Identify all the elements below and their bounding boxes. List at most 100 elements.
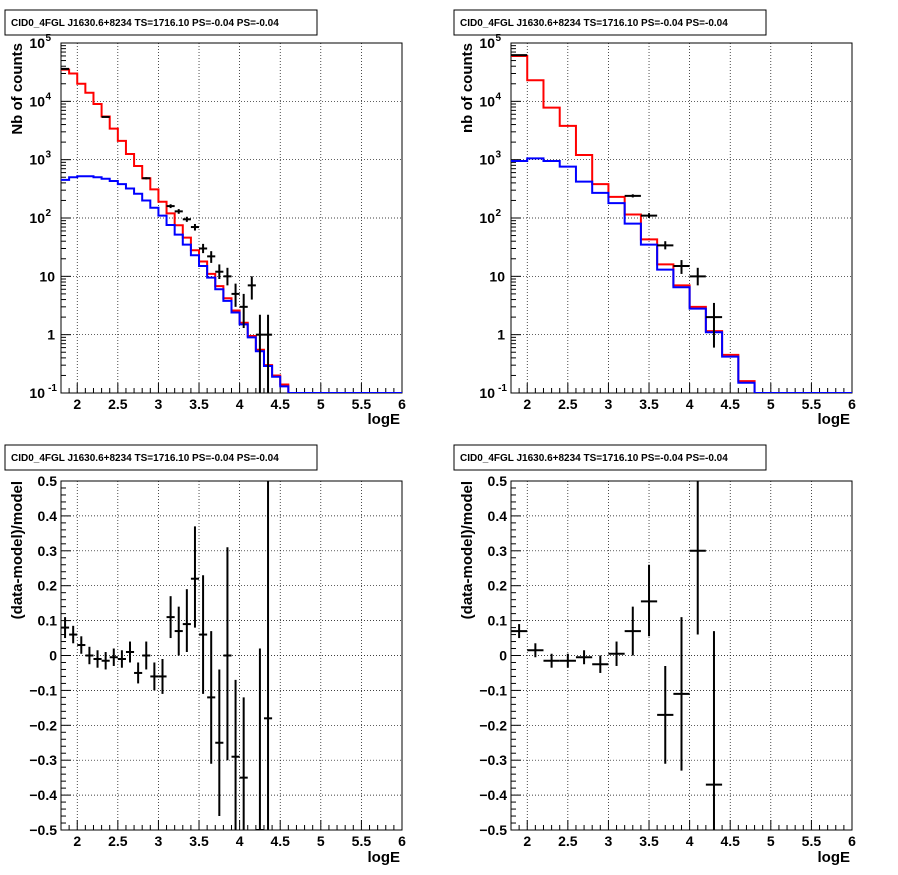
data-point: [77, 636, 86, 654]
y-tick-exponent: 2: [45, 208, 51, 219]
x-axis-label: logE: [818, 411, 851, 428]
x-tick-label: 4: [686, 396, 694, 412]
x-tick-label: 6: [848, 396, 856, 412]
chart-title: CID0_4FGL J1630.6+8234 TS=1716.10 PS=-0.…: [460, 453, 728, 464]
y-tick-label: 0.3: [488, 543, 508, 559]
panel-top-right: CID0_4FGL J1630.6+8234 TS=1716.10 PS=-0.…: [453, 9, 856, 428]
x-tick-label: 4.5: [720, 833, 740, 849]
data-point: [207, 631, 216, 764]
y-axis-label: Nb of counts: [9, 43, 26, 135]
data-point: [263, 314, 273, 393]
data-point: [223, 267, 232, 286]
y-tick-exponent: 5: [495, 33, 501, 44]
y-tick-label: 10: [39, 268, 55, 284]
series-line-model_total: [61, 68, 402, 393]
data-point: [117, 650, 126, 668]
series-line-model_total: [511, 54, 852, 393]
y-tick-exponent: -1: [498, 383, 507, 394]
x-tick-label: 2.5: [108, 396, 128, 412]
data-point: [69, 625, 78, 644]
data-point: [592, 655, 609, 673]
grid: [61, 481, 402, 830]
y-tick-exponent: 3: [495, 150, 501, 161]
x-tick-label: 3.5: [189, 833, 209, 849]
data-point: [689, 267, 706, 286]
y-tick-label: 10: [479, 385, 495, 401]
y-tick-label: 0.4: [488, 508, 508, 524]
title-box: [4, 444, 318, 471]
x-tick-label: 6: [848, 833, 856, 849]
data-point: [101, 652, 110, 670]
y-tick-label: 0.1: [488, 613, 508, 629]
y-axis-label: nb of counts: [459, 43, 476, 133]
data-point: [190, 223, 200, 231]
data-point: [511, 54, 528, 57]
ticks: [60, 480, 403, 831]
x-tick-label: 3.5: [639, 396, 659, 412]
y-axis-label: (data-model)/model: [459, 481, 476, 619]
title-box: [453, 444, 767, 471]
y-axis-label: (data-model)/model: [9, 481, 26, 619]
y-tick-label: 10: [479, 93, 495, 109]
data-point: [239, 697, 248, 830]
data-point: [689, 481, 706, 635]
y-tick-label: 0: [49, 648, 57, 664]
y-tick-label: −0.1: [479, 682, 507, 698]
data-point: [263, 481, 273, 830]
data-point: [657, 665, 674, 764]
series-line-model_component: [511, 157, 852, 393]
data-point: [182, 589, 191, 653]
data-point: [182, 216, 191, 222]
x-tick-label: 2: [523, 833, 531, 849]
y-tick-label: −0.1: [29, 682, 57, 698]
y-tick-label: −0.2: [29, 717, 57, 733]
data-points: [511, 481, 723, 830]
panel-bottom-left: CID0_4FGL J1630.6+8234 TS=1716.10 PS=-0.…: [4, 444, 406, 866]
data-point: [559, 653, 576, 668]
data-point: [640, 564, 658, 637]
data-point: [543, 653, 560, 668]
y-tick-label: 1: [497, 327, 505, 343]
data-points: [511, 54, 723, 348]
plot-area: [511, 481, 723, 830]
x-tick-label: 2.5: [108, 833, 128, 849]
x-axis-label: logE: [818, 849, 851, 866]
data-point: [673, 617, 690, 771]
y-tick-exponent: 4: [45, 91, 51, 102]
data-point: [166, 596, 175, 639]
x-tick-label: 5: [767, 396, 775, 412]
y-tick-label: 0: [499, 648, 507, 664]
data-point: [527, 643, 544, 658]
title-box: [453, 9, 767, 36]
data-point: [61, 67, 70, 70]
x-tick-label: 3: [155, 833, 163, 849]
x-tick-label: 6: [398, 833, 406, 849]
y-tick-label: 1: [47, 327, 55, 343]
x-tick-label: 5: [317, 396, 325, 412]
y-tick-label: 10: [479, 152, 495, 168]
y-tick-label: 10: [29, 385, 45, 401]
data-point: [199, 575, 208, 694]
panel-bottom-right: CID0_4FGL J1630.6+8234 TS=1716.10 PS=-0.…: [453, 444, 856, 866]
ticks: [510, 480, 853, 831]
data-point: [231, 283, 240, 307]
x-tick-label: 4.5: [720, 396, 740, 412]
data-point: [93, 650, 102, 668]
panel-top-left: CID0_4FGL J1630.6+8234 TS=1716.10 PS=-0.…: [4, 9, 406, 428]
x-tick-label: 2: [523, 396, 531, 412]
x-tick-label: 2.5: [558, 396, 578, 412]
data-point: [657, 241, 674, 250]
data-point: [190, 526, 200, 628]
series-line-model_component: [61, 175, 402, 393]
data-point: [247, 276, 256, 300]
data-point: [125, 641, 135, 663]
data-point: [142, 177, 151, 180]
x-tick-label: 2: [73, 833, 81, 849]
data-point: [207, 251, 216, 263]
x-tick-label: 5.5: [802, 833, 822, 849]
y-tick-label: −0.2: [479, 717, 507, 733]
data-point: [166, 204, 175, 209]
data-point: [705, 302, 723, 348]
x-tick-label: 3.5: [639, 833, 659, 849]
